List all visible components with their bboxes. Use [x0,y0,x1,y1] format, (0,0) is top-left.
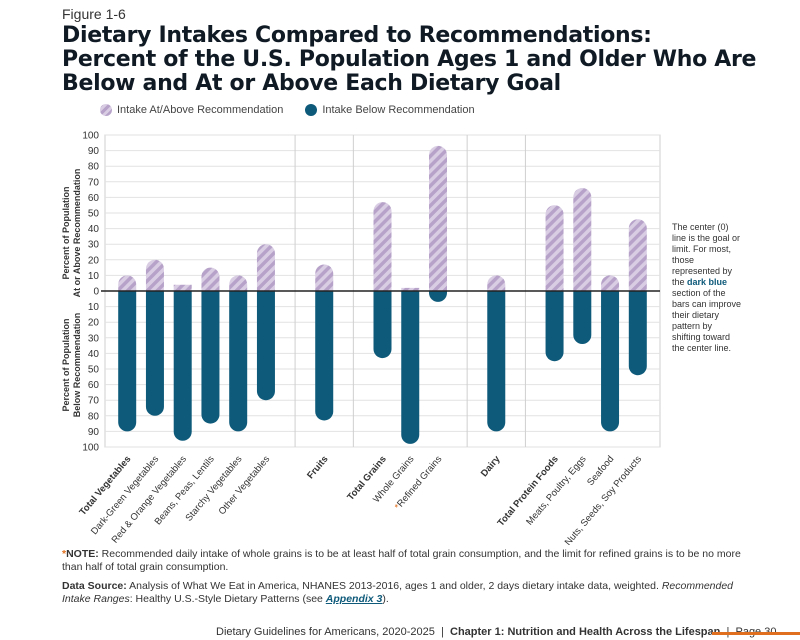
footer-chapter: Chapter 1: Nutrition and Health Across t… [450,626,721,638]
appendix-link[interactable]: Appendix 3 [325,593,383,605]
x-tick-text: Dairy [479,453,503,479]
side-note: The center (0) line is the goal or limit… [672,222,742,354]
bar-above [256,244,275,291]
bar-below [315,291,334,421]
footnote: *NOTE: Recommended daily intake of whole… [62,548,752,574]
x-tick-label: Other Vegetables [217,454,273,517]
footnote-star: * [62,548,67,560]
data-source-text: Analysis of What We Eat in America, NHAN… [126,580,662,592]
y-tick-label: 90 [88,146,100,157]
legend-label-below: Intake Below Recommendation [322,104,475,116]
y-tick-label: 80 [88,162,100,173]
footnote-label: NOTE: [66,548,99,560]
bar-above [145,259,164,291]
ranges-close: ). [382,593,389,605]
y-tick-label: 40 [88,224,100,235]
x-tick-text: Other Vegetables [217,454,273,517]
y-tick-label: 30 [88,240,100,251]
side-note-bold: dark blue [687,277,728,287]
y-tick-label: 10 [88,271,100,282]
y-tick-label: 80 [88,411,100,422]
page-footer: Dietary Guidelines for Americans, 2020-2… [216,626,776,638]
title-line-2: Percent of the U.S. Population Ages 1 an… [62,47,757,72]
footnote-text: Recommended daily intake of whole grains… [62,548,741,573]
footer-accent-line [712,632,800,635]
title-line-3: Below and At or Above Each Dietary Goal [62,71,561,96]
y-tick-label: 30 [88,333,100,344]
y-tick-label: 90 [88,427,100,438]
y-tick-label: 60 [88,193,100,204]
x-tick-label: Dairy [479,453,503,479]
x-tick-label: Fruits [305,454,330,481]
bar-below [601,291,620,432]
chart-legend: Intake At/Above Recommendation Intake Be… [100,104,497,116]
side-note-pre: The center (0) line is the goal or limit… [672,222,741,287]
footer-separator-1: | [441,626,444,638]
y-tick-label: 50 [88,209,100,220]
y-tick-label: 40 [88,349,100,360]
y-tick-label: 100 [82,131,99,142]
x-tick-text: Fruits [305,454,330,481]
y-tick-label: 70 [88,177,100,188]
bar-above [601,275,620,291]
y-axis-title-below-line: Below Recommendation [72,313,82,418]
bar-below [373,291,392,359]
x-tick-star: * [393,502,404,512]
data-source-label: Data Source: [62,580,127,592]
y-tick-label: 10 [88,302,100,313]
chart-title: Dietary Intakes Compared to Recommendati… [62,24,762,96]
bar-below [545,291,564,362]
title-line-1: Dietary Intakes Compared to Recommendati… [62,23,652,48]
ranges-text: : Healthy U.S.-Style Dietary Patterns (s… [129,593,326,605]
bar-above [487,275,506,291]
y-tick-label: 20 [88,318,100,329]
bar-above [229,275,248,291]
ranges-label: Recommended Intake Ranges [62,580,734,605]
legend-item-above: Intake At/Above Recommendation [100,104,283,116]
bar-below [145,291,164,416]
legend-swatch-above [100,104,112,116]
legend-swatch-below [305,104,318,116]
bar-below [173,291,192,441]
bar-above [315,264,334,291]
y-tick-label: 70 [88,396,100,407]
bar-chart: 1009080706050403020100102030405060708090… [61,131,661,545]
bar-below [256,291,275,401]
bar-above [118,275,137,291]
y-axis-title-above-line: Percent of Population [61,186,71,279]
legend-label-above: Intake At/Above Recommendation [117,104,284,116]
bar-above [628,219,647,291]
footer-doc-title: Dietary Guidelines for Americans, 2020-2… [216,626,435,638]
bar-above [545,205,564,291]
y-tick-label: 60 [88,380,100,391]
bar-below [573,291,592,345]
y-axis-title-below: Percent of PopulationBelow Recommendatio… [61,313,82,418]
bar-above [401,287,420,291]
y-axis-title-below-line: Percent of Population [61,318,71,411]
y-tick-label: 50 [88,365,100,376]
bar-above [573,188,592,291]
bar-below [118,291,137,432]
y-tick-label: 100 [82,443,99,454]
bar-below [401,291,420,444]
legend-item-below: Intake Below Recommendation [305,104,475,116]
side-note-post: section of the bars can improve their di… [672,288,742,353]
y-axis-title-above: Percent of PopulationAt or Above Recomme… [61,169,82,298]
y-tick-label: 20 [88,255,100,266]
bar-below [487,291,506,432]
bar-above [373,202,392,291]
bar-below [628,291,647,376]
y-axis-title-above-line: At or Above Recommendation [72,169,82,298]
bar-below [229,291,248,432]
figure-label: Figure 1-6 [62,6,126,22]
data-source: Data Source: Analysis of What We Eat in … [62,580,752,606]
bar-above [201,267,220,291]
bar-below [429,291,447,302]
bar-below [201,291,220,424]
y-tick-label: 0 [93,287,99,298]
bar-above [173,284,192,291]
bar-above [429,145,447,291]
